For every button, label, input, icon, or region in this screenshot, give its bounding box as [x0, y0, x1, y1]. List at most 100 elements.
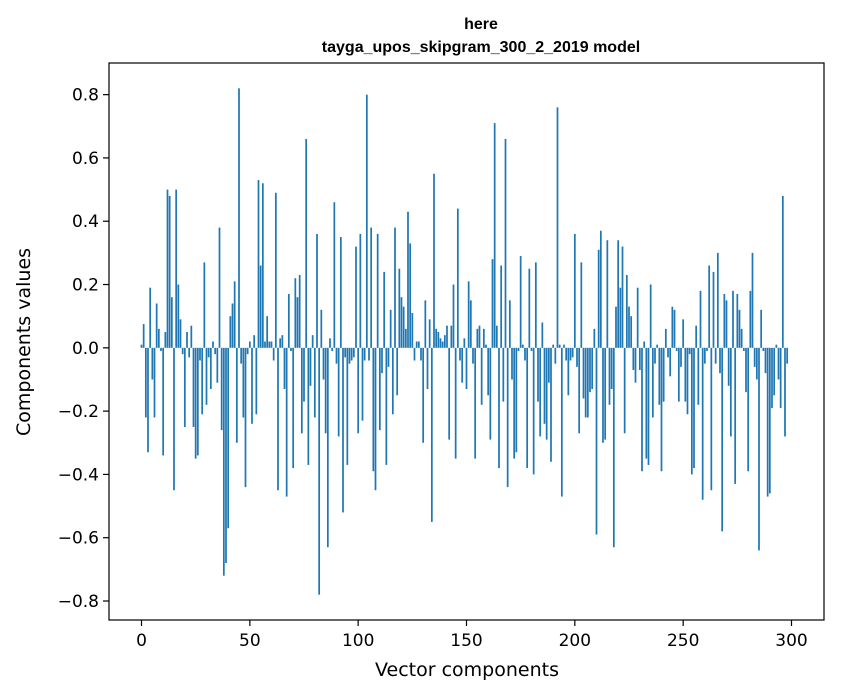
bar-component-17 [177, 284, 180, 348]
bar-component-211 [597, 249, 600, 348]
bar-component-1 [142, 324, 145, 348]
bar-component-74 [300, 347, 303, 434]
bar-component-239 [658, 347, 661, 405]
bar-component-166 [500, 265, 503, 348]
bar-component-93 [342, 347, 344, 513]
bar-component-177 [524, 347, 526, 361]
bar-component-276 [738, 309, 741, 348]
bar-component-46 [240, 347, 243, 364]
bar-component-142 [448, 347, 451, 440]
bar-component-78 [309, 347, 312, 386]
bar-component-157 [480, 347, 483, 405]
bar-component-73 [298, 275, 301, 348]
bar-component-285 [758, 347, 760, 551]
bar-component-71 [294, 278, 297, 348]
bar-component-42 [231, 303, 234, 348]
x-tick-label: 150 [450, 631, 482, 651]
bar-component-185 [541, 322, 544, 348]
y-axis-ticks: 0.8 0.6 0.4 0.2 0.0 −0.2 −0.4 −0.6 −0.8 [58, 86, 109, 612]
bar-component-181 [532, 347, 535, 475]
bar-component-139 [441, 341, 444, 348]
bar-component-105 [368, 347, 370, 361]
bar-component-221 [619, 287, 622, 348]
bar-component-5 [151, 347, 154, 380]
bar-component-115 [389, 309, 392, 348]
bar-component-26 [196, 347, 199, 456]
x-axis-label: Vector components [375, 659, 559, 681]
bar-component-167 [502, 347, 505, 402]
bar-component-87 [329, 338, 331, 348]
bar-component-289 [766, 347, 769, 497]
bar-component-210 [595, 347, 598, 535]
bar-component-120 [400, 297, 403, 348]
bar-component-164 [495, 325, 498, 348]
bar-component-24 [192, 347, 195, 427]
x-tick-label: 0 [136, 631, 147, 651]
bar-component-283 [753, 347, 756, 367]
bar-component-218 [612, 347, 615, 548]
bar-component-188 [547, 347, 550, 383]
bar-component-203 [580, 262, 583, 348]
bar-component-83 [320, 309, 323, 348]
bar-component-212 [599, 230, 602, 348]
bar-component-189 [550, 347, 552, 462]
bar-component-29 [203, 262, 206, 348]
bar-component-273 [732, 290, 734, 348]
bar-component-245 [671, 306, 674, 348]
bar-component-255 [693, 347, 695, 469]
bar-component-155 [476, 328, 479, 348]
bar-component-257 [697, 347, 700, 405]
bar-component-172 [513, 347, 516, 459]
bar-component-67 [285, 347, 288, 497]
bar-component-94 [344, 347, 347, 358]
bar-component-19 [181, 347, 184, 355]
bar-component-104 [365, 94, 368, 348]
bar-component-208 [591, 347, 594, 389]
bar-component-12 [166, 189, 169, 348]
bar-component-15 [173, 347, 175, 491]
bar-component-187 [545, 347, 548, 440]
bar-component-200 [573, 233, 576, 348]
x-tick-label: 100 [342, 631, 374, 651]
bar-component-132 [426, 347, 429, 389]
bar-component-228 [634, 347, 637, 383]
bar-component-224 [625, 275, 628, 348]
bar-component-31 [207, 347, 210, 358]
bar-component-190 [552, 344, 555, 348]
bar-component-116 [391, 347, 394, 415]
bar-component-275 [736, 294, 739, 348]
bar-component-109 [376, 233, 379, 348]
bar-component-184 [539, 347, 542, 437]
bar-component-151 [467, 281, 470, 348]
bar-component-106 [370, 227, 373, 348]
bar-component-286 [760, 309, 763, 348]
bar-component-133 [428, 319, 431, 348]
bar-component-249 [680, 347, 682, 367]
bar-component-3 [147, 347, 149, 453]
bar-component-39 [225, 347, 227, 564]
bar-component-111 [381, 347, 383, 374]
bar-component-213 [602, 347, 604, 443]
bar-component-269 [723, 294, 726, 348]
bar-component-207 [589, 347, 591, 393]
bar-component-280 [747, 347, 750, 472]
bar-component-259 [701, 347, 704, 500]
x-tick-label: 200 [559, 631, 591, 651]
bar-component-209 [593, 328, 596, 348]
bar-component-176 [521, 344, 524, 348]
bar-component-216 [608, 347, 611, 405]
bar-component-18 [179, 319, 182, 348]
bar-component-178 [526, 347, 529, 469]
bar-component-92 [339, 237, 342, 348]
bar-component-247 [675, 347, 678, 351]
y-tick-label: 0.4 [72, 212, 99, 232]
bar-component-125 [411, 313, 414, 348]
bar-component-45 [238, 88, 240, 348]
bar-component-52 [253, 335, 256, 348]
bar-component-140 [443, 335, 446, 348]
x-axis-ticks: 0 50 100 150 200 250 300 [136, 620, 808, 651]
bar-component-4 [149, 287, 152, 348]
bar-component-69 [290, 347, 292, 351]
bar-component-284 [755, 347, 758, 380]
